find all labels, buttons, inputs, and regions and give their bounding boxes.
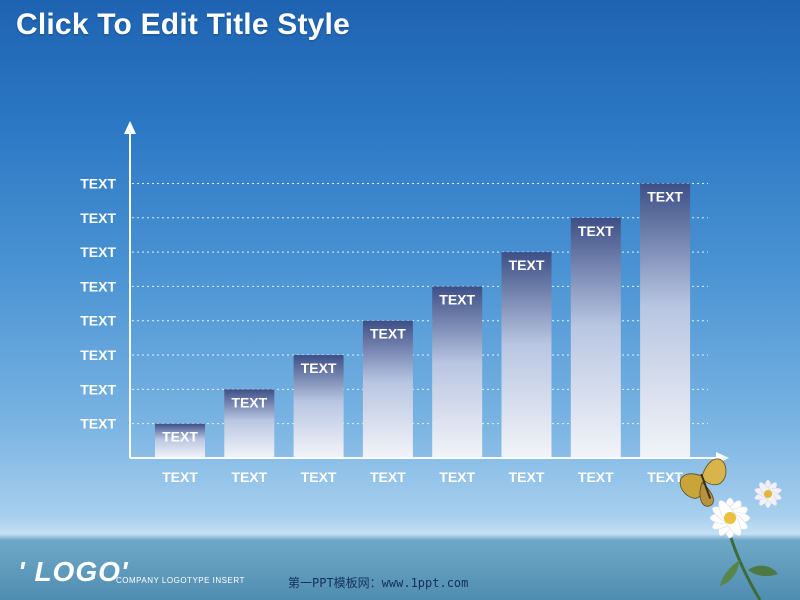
bar[interactable] (570, 217, 621, 458)
y-tick-label: TEXT (80, 175, 116, 191)
x-tick-label: TEXT (578, 469, 614, 485)
y-tick-label: TEXT (80, 416, 116, 432)
bar[interactable] (224, 389, 275, 458)
bar-data-label: TEXT (578, 223, 614, 239)
x-tick-label: TEXT (647, 469, 683, 485)
bar-data-label: TEXT (647, 188, 683, 204)
x-tick-labels: TEXT TEXT TEXT TEXT TEXT TEXT TEXT TEXT (162, 469, 683, 485)
y-tick-label: TEXT (80, 347, 116, 363)
bar[interactable] (293, 355, 344, 458)
x-tick-label: TEXT (509, 469, 545, 485)
x-tick-label: TEXT (439, 469, 475, 485)
gridlines (132, 182, 708, 425)
page-title[interactable]: Click To Edit Title Style (16, 8, 350, 41)
flower-butterfly-decoration (679, 458, 782, 600)
bar[interactable] (501, 252, 552, 458)
bar[interactable] (155, 423, 205, 458)
butterfly-icon (679, 458, 727, 507)
bar-data-label: TEXT (231, 394, 267, 410)
footer-url[interactable]: 第一PPT模板网：www.1ppt.com (288, 576, 469, 590)
logo: ' LOGO' (18, 556, 129, 587)
bars: TEXT TEXT TEXT TEXT TEXT TEXT TEXT TEXT (155, 183, 691, 458)
bar-data-label: TEXT (301, 360, 337, 376)
y-tick-label: TEXT (80, 210, 116, 226)
bar[interactable] (362, 320, 413, 458)
y-tick-label: TEXT (80, 278, 116, 294)
y-tick-label: TEXT (80, 313, 116, 329)
bar[interactable] (432, 286, 483, 458)
bar-data-label: TEXT (509, 257, 545, 273)
bar-data-label: TEXT (162, 429, 198, 445)
bar-data-label: TEXT (439, 291, 475, 307)
flower-icon (709, 479, 782, 600)
x-tick-label: TEXT (370, 469, 406, 485)
axes (124, 121, 729, 464)
y-tick-labels: TEXT TEXT TEXT TEXT TEXT TEXT TEXT TEXT (80, 175, 116, 431)
x-tick-label: TEXT (231, 469, 267, 485)
x-tick-label: TEXT (301, 469, 337, 485)
y-axis-arrow-icon (124, 121, 136, 134)
bar[interactable] (640, 183, 691, 458)
y-tick-label: TEXT (80, 381, 116, 397)
y-tick-label: TEXT (80, 244, 116, 260)
x-tick-label: TEXT (162, 469, 198, 485)
logo-tagline: COMPANY LOGOTYPE INSERT (116, 576, 245, 585)
bar-data-label: TEXT (370, 326, 406, 342)
